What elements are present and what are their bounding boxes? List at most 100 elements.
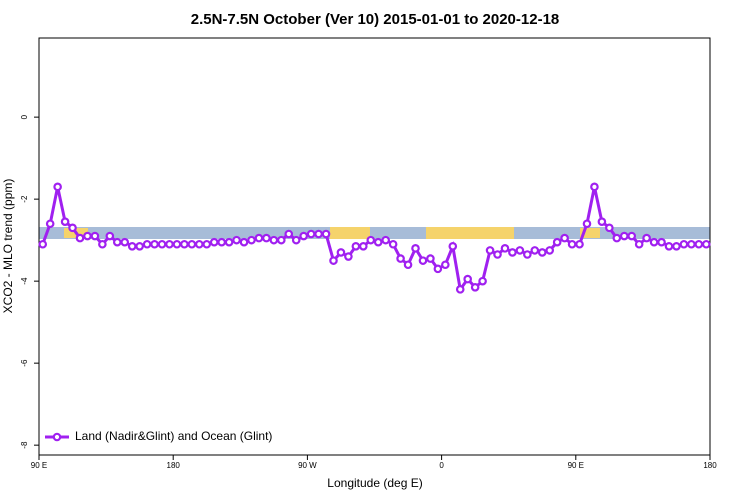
data-point <box>500 244 510 253</box>
data-point <box>433 264 443 274</box>
data-point <box>90 231 100 241</box>
x-tick-label: 180 <box>703 461 717 470</box>
data-point <box>120 237 130 247</box>
data-point <box>209 237 219 247</box>
data-point <box>321 229 331 239</box>
data-point <box>75 233 85 243</box>
x-tick-label: 90 E <box>31 461 47 470</box>
data-point <box>157 239 167 249</box>
x-tick-label: 0 <box>439 461 444 470</box>
data-point <box>291 235 301 245</box>
data-point <box>411 244 420 253</box>
data-point <box>262 233 271 243</box>
legend-marker <box>52 432 62 442</box>
data-point <box>284 229 294 239</box>
data-point <box>493 250 502 259</box>
x-tick-label: 180 <box>167 461 181 470</box>
x-tick-label: 90 W <box>298 461 317 470</box>
data-point <box>687 239 696 249</box>
data-point <box>239 237 249 247</box>
data-point <box>612 233 622 243</box>
data-point <box>38 239 48 249</box>
data-point <box>344 252 353 261</box>
data-point <box>649 237 659 247</box>
data-point <box>560 233 569 243</box>
y-tick-label: 0 <box>20 114 29 119</box>
data-point <box>60 217 70 226</box>
data-point <box>537 248 547 257</box>
data-point <box>634 239 644 249</box>
data-point <box>224 237 234 247</box>
data-point <box>277 235 286 245</box>
data-point <box>329 256 338 265</box>
y-tick-label: -2 <box>20 195 29 203</box>
data-point <box>142 239 152 249</box>
data-point <box>567 239 577 249</box>
data-point <box>679 239 689 249</box>
land-ocean-strip <box>39 227 710 239</box>
data-point <box>642 233 651 243</box>
data-point <box>127 241 137 251</box>
data-point <box>455 285 465 294</box>
data-point <box>314 229 323 239</box>
x-tick-label: 90 E <box>568 461 584 470</box>
data-point <box>381 235 390 245</box>
data-point <box>575 239 584 249</box>
data-point <box>478 276 487 286</box>
data-point <box>150 239 159 249</box>
data-point <box>597 217 607 226</box>
data-point <box>366 235 376 245</box>
y-tick-label: -6 <box>20 359 29 367</box>
y-axis-label: XCO2 - MLO trend (ppm) <box>1 179 15 314</box>
data-point <box>269 235 279 245</box>
data-point <box>165 239 174 249</box>
data-point <box>45 219 55 229</box>
data-point <box>463 274 472 284</box>
data-point <box>247 235 256 245</box>
data-point <box>657 237 666 247</box>
data-point <box>180 239 189 249</box>
data-point <box>217 237 226 247</box>
data-point <box>53 182 62 192</box>
data-point <box>388 239 398 249</box>
data-point <box>530 246 540 255</box>
data-point <box>701 239 711 249</box>
data-point <box>545 246 555 255</box>
data-point <box>441 260 450 270</box>
data-point <box>552 237 562 247</box>
data-point <box>396 254 405 263</box>
x-axis-label: Longitude (deg E) <box>327 476 422 490</box>
data-point <box>202 239 212 249</box>
chart-title: 2.5N-7.5N October (Ver 10) 2015-01-01 to… <box>191 11 560 28</box>
data-point <box>672 241 681 251</box>
data-point <box>306 229 316 239</box>
data-point <box>508 248 517 257</box>
data-point <box>426 254 435 263</box>
data-point <box>605 223 614 233</box>
data-point <box>515 246 525 255</box>
data-point <box>470 282 480 292</box>
data-point <box>112 237 122 247</box>
data-point <box>254 233 264 243</box>
data-point <box>194 239 204 249</box>
data-point <box>172 239 182 249</box>
data-point <box>403 260 413 270</box>
data-point <box>105 231 115 241</box>
data-point <box>68 223 77 233</box>
data-point <box>448 241 458 251</box>
data-point <box>523 250 532 259</box>
y-tick-label: -8 <box>20 441 29 449</box>
data-point <box>187 239 197 249</box>
data-point <box>373 237 383 247</box>
data-point <box>351 241 361 251</box>
data-point <box>664 241 674 251</box>
data-point <box>590 182 599 192</box>
data-point <box>694 239 704 249</box>
y-tick-label: -4 <box>20 277 29 285</box>
data-point <box>135 241 144 251</box>
data-point <box>582 219 592 229</box>
data-point <box>418 256 428 265</box>
data-point <box>299 231 308 241</box>
data-point <box>336 248 346 257</box>
data-point <box>98 239 107 249</box>
